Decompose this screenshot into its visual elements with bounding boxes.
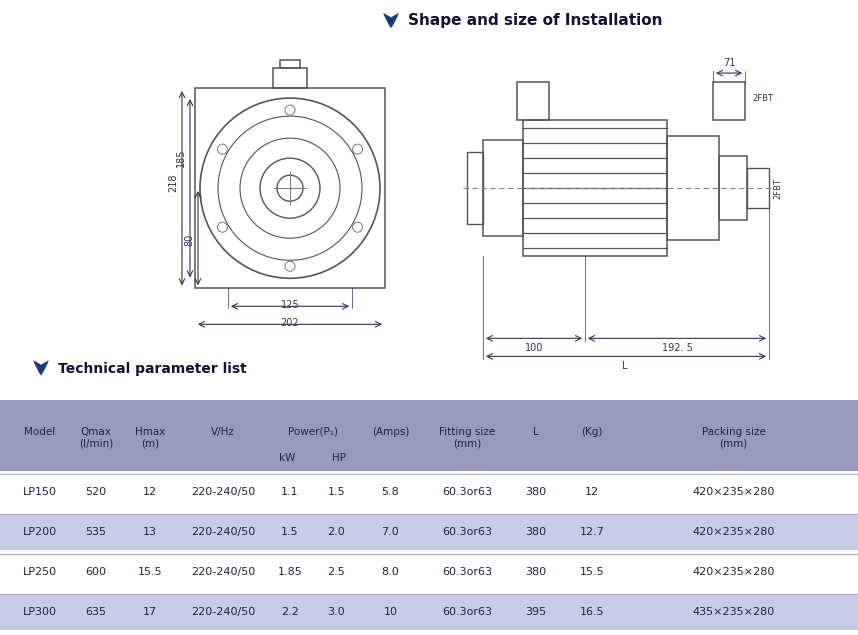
Text: 220-240/50: 220-240/50 <box>191 607 255 617</box>
Bar <box>273 68 307 88</box>
Text: 60.3or63: 60.3or63 <box>443 607 492 617</box>
Bar <box>523 120 667 257</box>
Text: 380: 380 <box>526 487 547 497</box>
Text: 2.2: 2.2 <box>281 607 299 617</box>
Text: 2.5: 2.5 <box>328 567 345 577</box>
Text: 218: 218 <box>168 174 178 192</box>
Bar <box>195 88 385 288</box>
Text: 125: 125 <box>281 300 299 311</box>
Text: 420×235×280: 420×235×280 <box>692 567 775 577</box>
Text: 220-240/50: 220-240/50 <box>191 567 255 577</box>
Bar <box>467 152 483 224</box>
Bar <box>747 168 769 208</box>
Bar <box>713 82 745 120</box>
Text: Shape and size of Installation: Shape and size of Installation <box>408 13 662 27</box>
Text: 535: 535 <box>86 527 106 537</box>
Bar <box>483 140 523 236</box>
Text: 220-240/50: 220-240/50 <box>191 487 255 497</box>
Text: 202: 202 <box>281 318 299 328</box>
Text: 2FBT: 2FBT <box>773 178 782 199</box>
Text: kW: kW <box>279 453 296 464</box>
Text: 1.5: 1.5 <box>328 487 345 497</box>
Text: 17: 17 <box>143 607 157 617</box>
Text: 15.5: 15.5 <box>580 567 604 577</box>
Text: 420×235×280: 420×235×280 <box>692 487 775 497</box>
Text: L: L <box>534 427 539 437</box>
Text: 12: 12 <box>585 487 599 497</box>
Bar <box>719 156 747 220</box>
Text: HP: HP <box>332 453 346 464</box>
Text: 1.1: 1.1 <box>281 487 299 497</box>
Text: 12: 12 <box>143 487 157 497</box>
Text: LP250: LP250 <box>22 567 57 577</box>
Text: 380: 380 <box>526 567 547 577</box>
Text: Model: Model <box>24 427 55 437</box>
Text: LP200: LP200 <box>22 527 57 537</box>
Text: 2.0: 2.0 <box>328 527 345 537</box>
Text: Hmax
(m): Hmax (m) <box>135 427 166 448</box>
Text: 15.5: 15.5 <box>138 567 162 577</box>
Text: 600: 600 <box>86 567 106 577</box>
Text: 380: 380 <box>526 527 547 537</box>
Text: 60.3or63: 60.3or63 <box>443 487 492 497</box>
Text: 185: 185 <box>176 149 186 168</box>
Text: Qmax
(l/min): Qmax (l/min) <box>79 427 113 448</box>
Text: 635: 635 <box>86 607 106 617</box>
Text: LP300: LP300 <box>22 607 57 617</box>
Text: Packing size
(mm): Packing size (mm) <box>702 427 765 448</box>
Text: 8.0: 8.0 <box>382 567 399 577</box>
Bar <box>0 514 858 551</box>
Text: 192. 5: 192. 5 <box>662 344 692 353</box>
Text: 395: 395 <box>526 607 547 617</box>
Text: V/Hz: V/Hz <box>211 427 235 437</box>
Text: LP150: LP150 <box>22 487 57 497</box>
Text: (Amps): (Amps) <box>372 427 409 437</box>
Text: Fitting size
(mm): Fitting size (mm) <box>439 427 496 448</box>
Bar <box>0 400 858 471</box>
Text: 220-240/50: 220-240/50 <box>191 527 255 537</box>
Bar <box>517 82 549 120</box>
Text: 12.7: 12.7 <box>580 527 604 537</box>
Text: 3.0: 3.0 <box>328 607 345 617</box>
Text: 13: 13 <box>143 527 157 537</box>
Text: 100: 100 <box>525 344 543 353</box>
Text: 2FBT: 2FBT <box>752 93 773 103</box>
Text: 71: 71 <box>722 58 735 68</box>
Text: 420×235×280: 420×235×280 <box>692 527 775 537</box>
Text: 60.3or63: 60.3or63 <box>443 527 492 537</box>
Bar <box>0 554 858 591</box>
Bar <box>0 594 858 631</box>
Text: 1.5: 1.5 <box>281 527 299 537</box>
Text: L: L <box>622 361 628 371</box>
Text: 10: 10 <box>384 607 397 617</box>
Text: 16.5: 16.5 <box>580 607 604 617</box>
Text: 7.0: 7.0 <box>382 527 399 537</box>
Text: Power(P₁): Power(P₁) <box>288 427 338 437</box>
Bar <box>667 136 719 240</box>
Text: 60.3or63: 60.3or63 <box>443 567 492 577</box>
Text: (Kg): (Kg) <box>582 427 602 437</box>
Text: 520: 520 <box>86 487 106 497</box>
Text: 435×235×280: 435×235×280 <box>692 607 775 617</box>
Bar <box>0 474 858 511</box>
Text: 5.8: 5.8 <box>382 487 399 497</box>
Text: 80: 80 <box>184 234 194 246</box>
Bar <box>280 60 300 68</box>
Text: 1.85: 1.85 <box>278 567 302 577</box>
Text: Technical parameter list: Technical parameter list <box>58 363 247 377</box>
